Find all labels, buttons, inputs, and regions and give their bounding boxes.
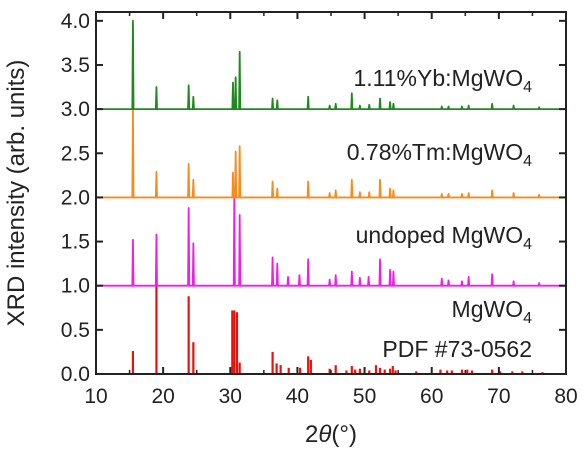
series-label-tm: 0.78%Tm:MgWO4 (347, 139, 532, 170)
series-line (96, 195, 566, 287)
y-tick-label: 2.0 (61, 186, 90, 209)
x-tick-label: 50 (353, 385, 376, 408)
series-1 (96, 195, 566, 287)
series-label-reference-pdf: PDF #73-0562 (382, 336, 532, 362)
y-axis-title: XRD intensity (arb. units) (3, 60, 30, 327)
axis-ticks: 10 20 30 40 50 60 70 80 0.0 0.5 1.0 1.5 2.0 2.5 3.0 3.5… (61, 10, 578, 408)
series-label-yb: 1.11%Yb:MgWO4 (354, 65, 533, 96)
y-tick-label: 1.5 (61, 231, 90, 254)
x-tick-label: 80 (554, 385, 577, 408)
series-label-undoped: undoped MgWO4 (356, 222, 532, 253)
x-axis-title: 2θ(°) (305, 421, 357, 448)
x-tick-label: 70 (487, 385, 510, 408)
x-tick-label: 10 (84, 385, 107, 408)
x-tick-label: 60 (420, 385, 443, 408)
x-tick-label: 30 (219, 385, 242, 408)
x-tick-label: 40 (286, 385, 309, 408)
y-tick-label: 3.5 (61, 54, 90, 77)
y-tick-label: 2.5 (61, 142, 90, 165)
x-tick-label: 20 (151, 385, 174, 408)
series-3 (96, 19, 566, 111)
y-tick-label: 1.0 (61, 275, 90, 298)
y-tick-label: 4.0 (61, 10, 90, 33)
y-tick-label: 0.0 (61, 363, 90, 386)
series-label-reference: MgWO4 (452, 296, 533, 327)
y-tick-label: 0.5 (61, 319, 90, 342)
y-tick-label: 3.0 (61, 98, 90, 121)
series-2 (96, 108, 566, 199)
